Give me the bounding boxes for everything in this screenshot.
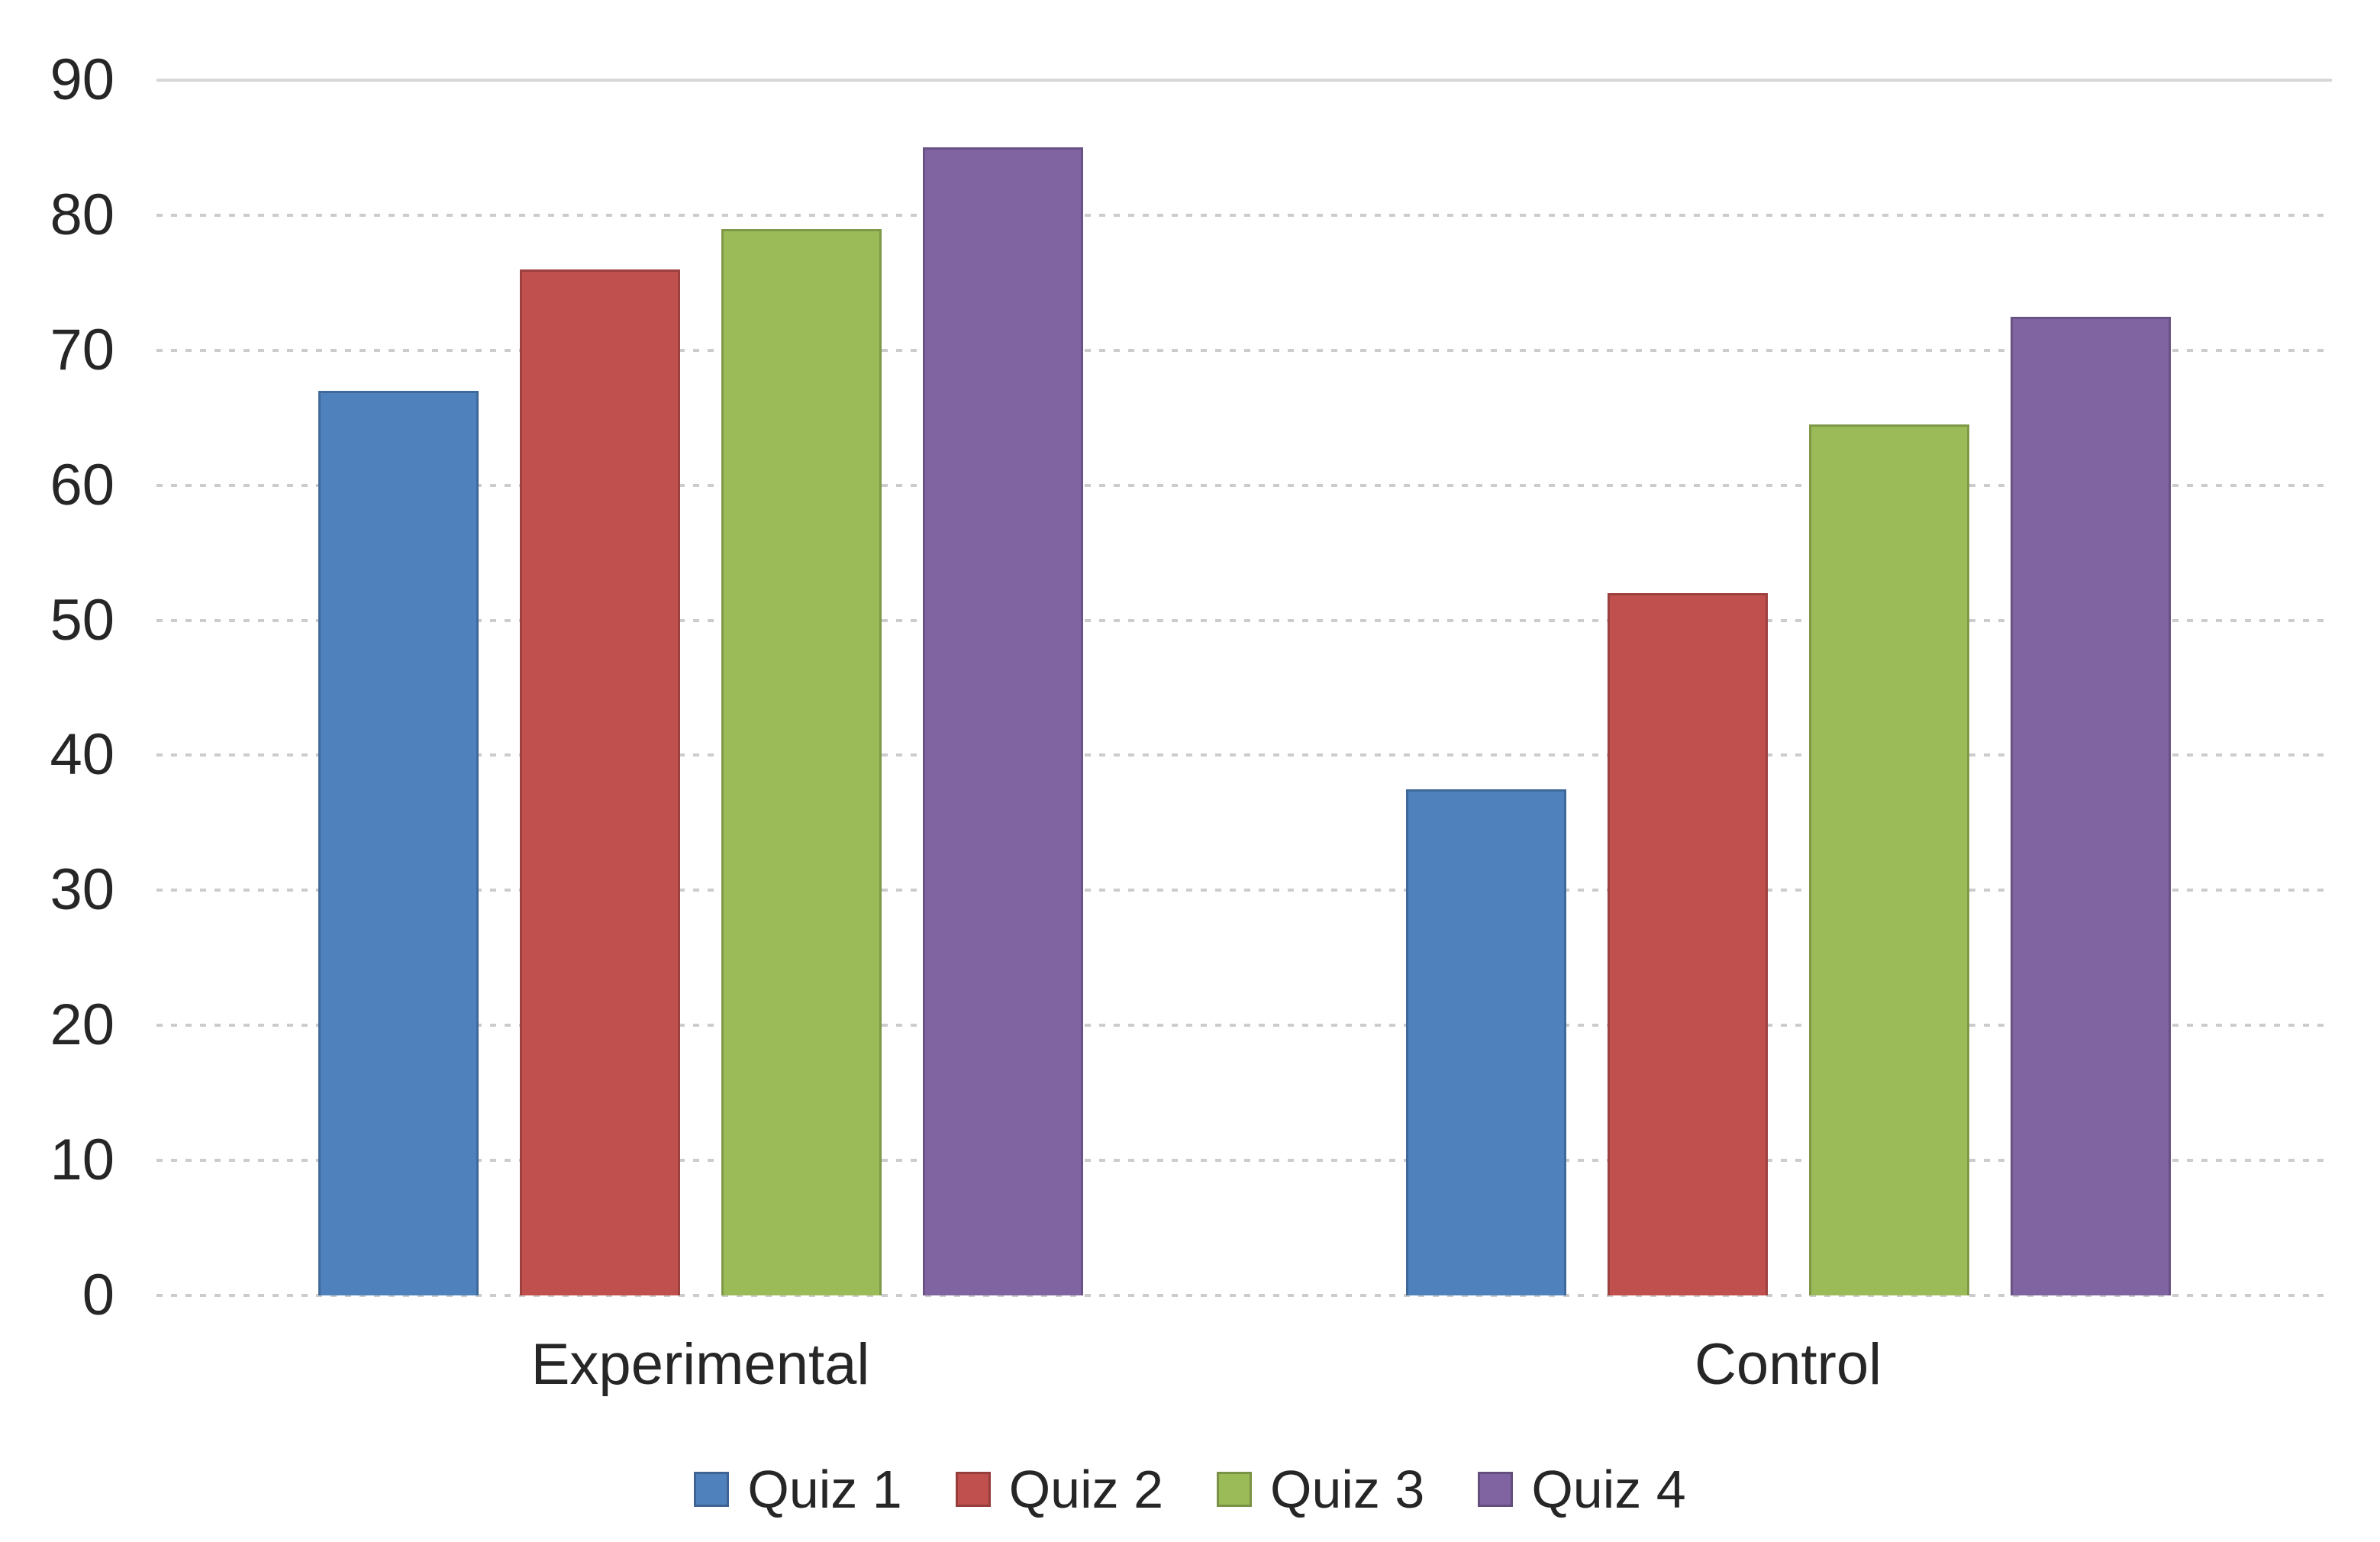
y-tick-label-10: 10 [50, 1127, 114, 1193]
legend-label-quiz-1: Quiz 1 [747, 1460, 902, 1519]
bar-group-control [1244, 80, 2332, 1295]
y-tick-label-90: 90 [50, 47, 114, 112]
y-tick-label-70: 70 [50, 317, 114, 382]
legend-label-quiz-2: Quiz 2 [1008, 1460, 1163, 1519]
bar-experimental-quiz-4 [922, 147, 1083, 1295]
legend-label-quiz-4: Quiz 4 [1531, 1460, 1686, 1519]
bar-control-quiz-2 [1607, 593, 1768, 1295]
y-tick-label-60: 60 [50, 452, 114, 518]
gridline-40 [156, 753, 2332, 757]
x-category-label-experimental: Experimental [531, 1332, 870, 1397]
legend-item-quiz-4: Quiz 4 [1478, 1460, 1686, 1519]
gridline-0 [156, 1294, 2332, 1297]
y-tick-label-80: 80 [50, 182, 114, 247]
legend-marker-quiz-1 [694, 1472, 730, 1507]
legend-item-quiz-3: Quiz 3 [1217, 1463, 1424, 1516]
legend-marker-quiz-3 [1217, 1472, 1252, 1507]
gridline-10 [156, 1159, 2332, 1163]
gridline-30 [156, 889, 2332, 892]
legend-marker-quiz-2 [955, 1472, 991, 1507]
bar-group-experimental [156, 80, 1244, 1295]
y-tick-label-40: 40 [50, 722, 114, 788]
y-tick-label-20: 20 [50, 992, 114, 1058]
bar-control-quiz-1 [1405, 789, 1566, 1295]
bar-control-quiz-3 [1808, 424, 1969, 1295]
y-tick-label-50: 50 [50, 587, 114, 653]
gridline-50 [156, 618, 2332, 622]
gridline-90 [156, 79, 2332, 82]
legend-marker-quiz-4 [1478, 1472, 1514, 1507]
legend-label-quiz-3: Quiz 3 [1270, 1460, 1425, 1519]
gridline-70 [156, 348, 2332, 352]
y-tick-label-0: 0 [82, 1263, 114, 1327]
legend-item-quiz-1: Quiz 1 [694, 1460, 902, 1519]
legend-item-quiz-2: Quiz 2 [955, 1460, 1163, 1519]
gridline-60 [156, 483, 2332, 487]
bar-experimental-quiz-3 [721, 228, 882, 1295]
gridline-80 [156, 213, 2332, 217]
x-category-label-control: Control [1695, 1332, 1882, 1397]
bar-control-quiz-4 [2010, 316, 2171, 1295]
y-tick-label-30: 30 [50, 857, 114, 923]
bar-experimental-quiz-2 [519, 269, 680, 1295]
gridline-20 [156, 1024, 2332, 1027]
bar-experimental-quiz-1 [318, 390, 479, 1295]
legend: Quiz 1 Quiz 2 Quiz 3 Quiz 4 [0, 1463, 2380, 1516]
